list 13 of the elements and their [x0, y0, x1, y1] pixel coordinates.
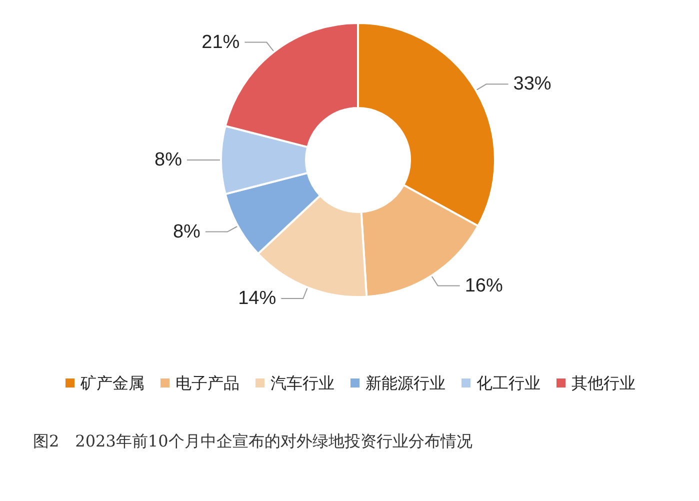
legend-label: 其他行业 [572, 374, 636, 392]
legend-label: 汽车行业 [270, 374, 334, 392]
data-label: 21% [202, 32, 240, 53]
data-label: 16% [464, 275, 503, 296]
legend-label: 化工行业 [476, 374, 540, 392]
text: 图2 2023年前10个月中企宣布的对外绿地投资行业分布情况 [33, 432, 472, 450]
data-label: 8% [154, 150, 182, 170]
legend-label: 矿产金属 [80, 374, 144, 392]
data-label: 14% [238, 288, 276, 310]
data-label: 8% [172, 221, 201, 242]
data-label: 33% [513, 74, 552, 95]
legend-label: 新能源行业 [366, 374, 446, 392]
legend-label: 电子产品 [176, 374, 240, 392]
